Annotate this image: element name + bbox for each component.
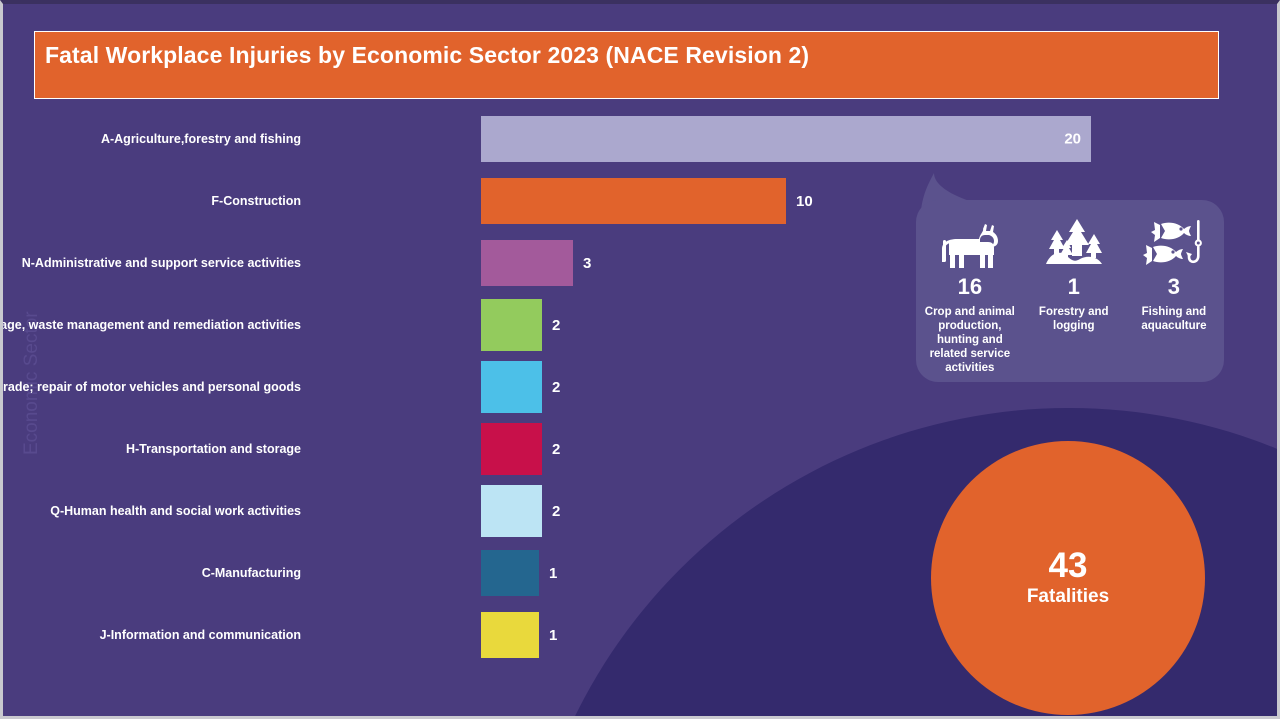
bar-value-label: 3 [583,254,592,272]
bar [481,178,786,224]
breakdown-item-forestry: 1 Forestry and logging [1024,214,1124,333]
bar-value-label: 1 [549,626,558,644]
bar [481,423,542,475]
bar-container: 2 [481,423,560,475]
bar [481,550,539,596]
breakdown-value: 3 [1167,274,1181,299]
bar-category-label: C-Manufacturing [201,566,301,580]
cow-icon [919,214,1021,270]
bar-value-label: 2 [552,378,561,396]
bar-row: Q-Human health and social work activitie… [3,480,1103,542]
bar-value-label: 2 [552,316,561,334]
breakdown-caption: Crop and animal production, hunting and … [924,306,1015,375]
bar-value-label: 2 [552,502,561,520]
bar-value-label: 10 [796,192,813,210]
bar-container: 1 [481,612,557,658]
bar-row: C-Manufacturing 1 [3,542,1103,604]
bar-row: H-Transportation and storage 2 [3,418,1103,480]
breakdown-icon-row: 16 Crop and animal production, hunting a… [916,214,1224,375]
breakdown-value: 1 [1067,274,1080,299]
bar-category-label: G-Wholesale and retail trade; repair of … [0,380,301,394]
bar-container: 2 [481,361,560,413]
bar-category-label: A-Agriculture,forestry and fishing [100,132,301,146]
total-fatalities-circle: 43 Fatalities [931,441,1205,715]
bar-row: E-Water supply, sewerage, waste manageme… [3,294,1103,356]
bar: 20 [481,116,1091,162]
breakdown-caption: Forestry and logging [1038,306,1109,333]
bar-category-label: J-Information and communication [99,628,301,642]
title-banner: Fatal Workplace Injuries by Economic Sec… [34,31,1219,99]
bar [481,240,573,286]
bar-container: 2 [481,485,560,537]
total-label: Fatalities [1026,586,1110,608]
agriculture-breakdown-callout: 16 Crop and animal production, hunting a… [916,200,1224,382]
breakdown-item-crop-animal: 16 Crop and animal production, hunting a… [916,214,1024,375]
bar-row: F-Construction 10 [3,170,1103,232]
bar-row: J-Information and communication 1 [3,604,1103,666]
bar-value-label: 1 [549,564,558,582]
bar-row: N-Administrative and support service act… [3,232,1103,294]
bar-container: 10 [481,178,813,224]
bar-value-label: 2 [552,440,561,458]
bar [481,612,539,658]
fish-hook-icon [1127,214,1221,270]
bar-chart: A-Agriculture,forestry and fishing 20 F-Co… [3,108,1103,666]
bar [481,361,542,413]
total-number: 43 [1048,545,1088,585]
page-title: Fatal Workplace Injuries by Economic Sec… [45,42,810,68]
breakdown-value: 16 [957,274,983,299]
bar [481,299,542,351]
bar [481,485,542,537]
bar-category-label: F-Construction [211,194,301,208]
breakdown-item-fishing: 3 Fishing and aquaculture [1124,214,1224,333]
bar-category-label: Q-Human health and social work activitie… [50,504,301,518]
bar-container: 1 [481,550,557,596]
forest-trees-icon [1027,214,1121,270]
bar-container: 20 [481,116,1091,162]
breakdown-caption: Fishing and aquaculture [1141,306,1207,333]
bar-category-label: H-Transportation and storage [125,442,301,456]
bar-container: 2 [481,299,560,351]
bar-category-label: E-Water supply, sewerage, waste manageme… [0,318,301,332]
bar-row: A-Agriculture,forestry and fishing 20 [3,108,1103,170]
bar-category-label: N-Administrative and support service act… [21,256,301,270]
bar-container: 3 [481,240,591,286]
bar-row: G-Wholesale and retail trade; repair of … [3,356,1103,418]
bar-value-label: 20 [1064,130,1081,148]
